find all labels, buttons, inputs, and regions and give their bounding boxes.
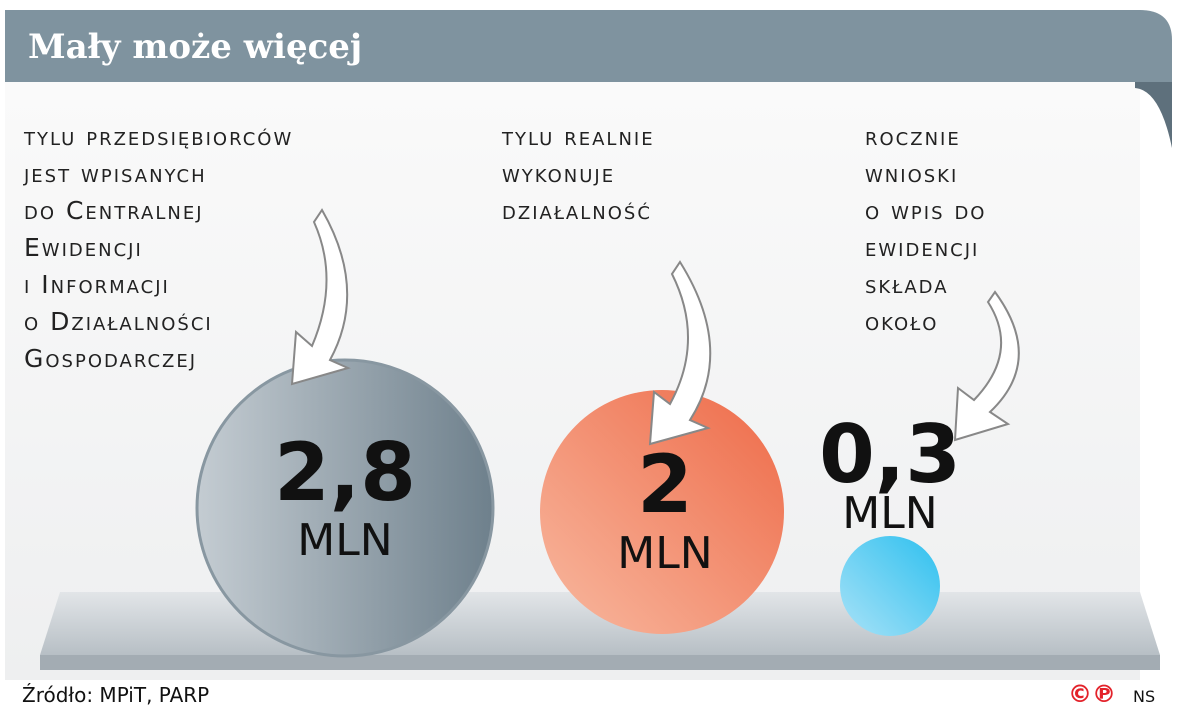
banner [5, 10, 1172, 82]
description-line: i Informacji [24, 270, 170, 299]
circle-medium [540, 390, 784, 634]
circle-large [195, 358, 495, 658]
description-line: wykonuje [502, 159, 615, 188]
description-line: wnioski [865, 159, 958, 188]
items: tylu przedsiębiorców jest wpisanych do Cen… [23, 122, 986, 579]
value: 2 [637, 438, 693, 531]
circle-small [840, 536, 940, 636]
unit: MLN [842, 488, 937, 539]
banner-curl [1135, 82, 1172, 148]
unit: MLN [617, 528, 712, 579]
description-line: działalność [502, 196, 652, 225]
value: 0,3 [819, 408, 961, 501]
description-line: Gospodarczej [24, 344, 197, 373]
description-line: jest wpisanych [23, 159, 207, 188]
description-line: tylu realnie [501, 122, 655, 151]
description-line: o Działalności [24, 307, 213, 336]
arrows [290, 208, 1020, 446]
title: Mały może więcej [28, 27, 362, 67]
description-line: około [865, 307, 938, 336]
description-line: tylu przedsiębiorców [23, 122, 293, 151]
platform-edge [40, 655, 1160, 670]
description-line: ewidencji [865, 233, 979, 262]
author: NS [1133, 687, 1155, 706]
description-line: rocznie [865, 122, 961, 151]
copyright-marks: ©℗ [1068, 680, 1116, 708]
description-line: o wpis do [865, 196, 986, 225]
description-line: do Centralnej [24, 196, 204, 225]
description-line: składa [865, 270, 949, 299]
unit: MLN [297, 515, 392, 566]
value: 2,8 [274, 426, 416, 519]
source: Źródło: MPiT, PARP [22, 683, 209, 707]
description-line: Ewidencji [24, 233, 143, 262]
